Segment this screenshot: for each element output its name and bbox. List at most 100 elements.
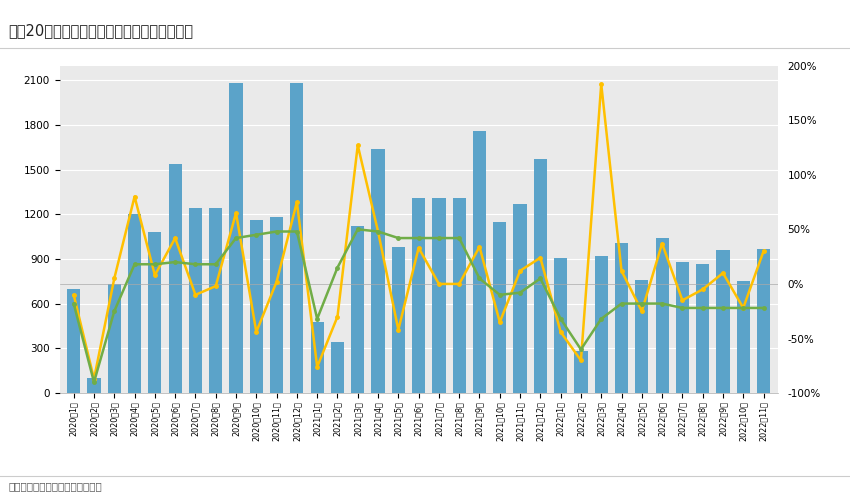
Bar [595,256,608,393]
环比 [596,81,606,87]
环比 [353,142,363,148]
环比 [758,248,768,254]
环比 [211,283,221,289]
同比 [353,226,363,232]
环比 [271,279,281,285]
Bar [371,149,385,393]
同比 [698,305,708,311]
Bar [310,322,324,393]
同比 [657,300,667,306]
Bar [676,262,689,393]
同比 [373,228,383,234]
同比 [596,316,606,322]
Bar [291,83,303,393]
同比 [474,275,484,281]
环比 [698,286,708,292]
环比 [292,199,302,205]
环比 [657,240,667,246]
环比 [677,297,688,303]
Bar [230,83,242,393]
Bar [757,248,770,393]
同比 [69,300,79,306]
Bar [351,226,365,393]
同比 [312,316,322,322]
Bar [717,250,729,393]
环比 [129,194,139,200]
同比 [758,305,768,311]
Bar [88,378,100,393]
同比 [434,235,444,241]
Bar [412,198,425,393]
同比 [211,261,221,267]
环比 [515,268,525,274]
环比 [454,281,464,287]
同比 [190,261,201,267]
Text: 图：20城各月批准上市面积及同环比变化情况: 图：20城各月批准上市面积及同环比变化情况 [8,23,194,38]
同比 [150,261,160,267]
同比 [252,232,262,238]
同比 [556,316,566,322]
环比 [738,305,748,311]
同比 [231,235,241,241]
同比 [109,308,119,314]
Bar [575,351,587,393]
环比 [373,228,383,234]
环比 [252,329,262,335]
Bar [189,209,202,393]
环比 [556,329,566,335]
同比 [394,235,404,241]
同比 [616,300,626,306]
Bar [108,284,121,393]
同比 [170,259,180,265]
环比 [394,327,404,333]
环比 [434,281,444,287]
Bar [392,247,405,393]
环比 [89,376,99,382]
Bar [635,280,649,393]
Bar [615,243,628,393]
Line: 环比: 环比 [72,82,765,381]
环比 [190,292,201,298]
同比 [738,305,748,311]
Bar [250,220,263,393]
Bar [554,258,567,393]
同比 [129,261,139,267]
Bar [433,198,445,393]
环比 [109,275,119,281]
环比 [413,245,423,251]
同比 [637,300,647,306]
环比 [150,272,160,278]
Bar [696,264,709,393]
环比 [170,235,180,241]
同比 [271,228,281,234]
环比 [495,319,505,325]
Bar [473,131,486,393]
Bar [148,232,162,393]
环比 [575,357,586,363]
环比 [474,244,484,250]
同比 [575,346,586,352]
同比 [292,228,302,234]
同比 [515,290,525,296]
环比 [616,268,626,274]
Bar [168,164,182,393]
环比 [312,364,322,370]
同比 [536,275,546,281]
Bar [270,217,283,393]
Bar [67,289,80,393]
环比 [637,308,647,314]
Bar [452,198,466,393]
Text: 数据来源：诸葛找房数据研究中心: 数据来源：诸葛找房数据研究中心 [8,481,102,491]
环比 [231,210,241,216]
环比 [332,313,343,320]
同比 [89,379,99,385]
Bar [655,238,669,393]
同比 [332,265,343,271]
环比 [69,292,79,298]
环比 [718,270,728,276]
Line: 同比: 同比 [72,228,765,384]
环比 [536,255,546,261]
同比 [677,305,688,311]
Bar [128,214,141,393]
Bar [534,159,547,393]
